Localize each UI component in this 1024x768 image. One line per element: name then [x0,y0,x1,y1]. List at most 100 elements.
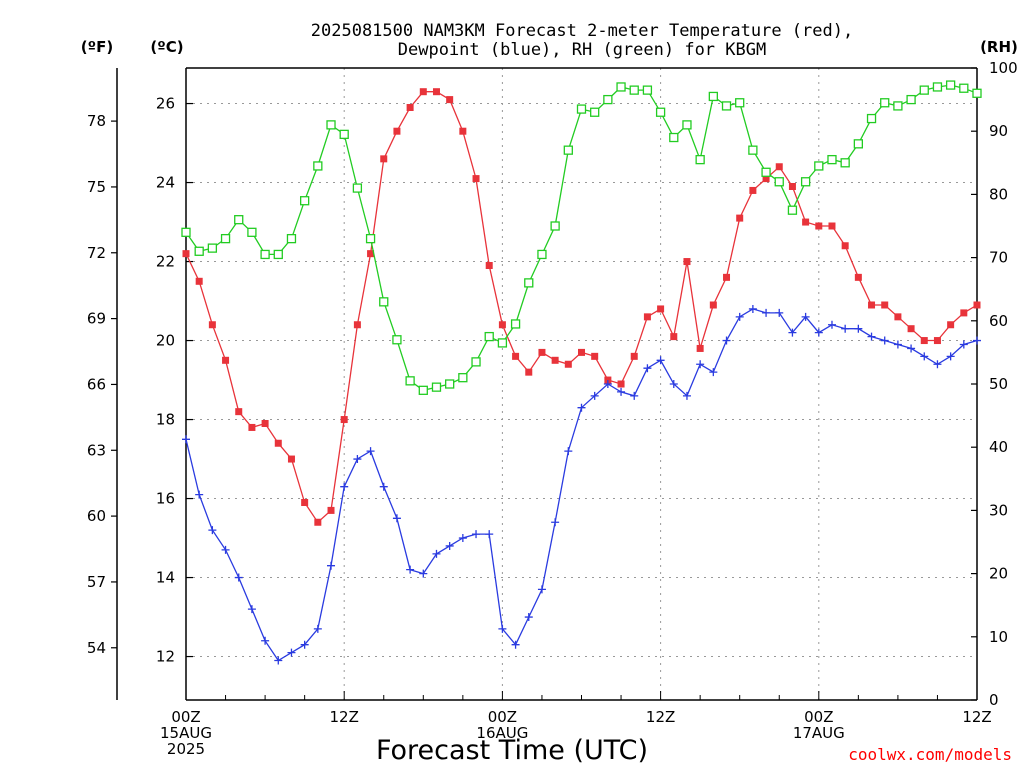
dewpoint-point [300,640,309,649]
rh-point [655,107,666,117]
celsius-tick-label: 22 [156,253,175,271]
dewpoint-point [696,360,705,369]
rh-tick-label: 30 [989,501,1008,519]
rh-point [220,233,231,244]
temperature-point [947,321,955,329]
dewpoint-point [182,435,190,444]
temperature-point [367,250,375,258]
dewpoint-line [185,308,978,662]
rh-point [299,196,310,206]
rh-unit-label: (RH) [980,38,1018,56]
temperature-point [512,352,520,360]
dewpoint-point [340,482,349,491]
x-tick-label: 17AUG [793,724,845,742]
rh-point [642,85,653,95]
temperature-point [248,423,256,431]
temperature-point [340,416,348,424]
dewpoint-point [841,324,850,333]
dewpoint-point [458,534,467,543]
temperature-point [472,175,480,183]
temperature-point [617,380,625,388]
x-tick-label: 12Z [646,708,675,726]
dewpoint-point [762,308,771,317]
temperature-point [498,321,506,329]
dewpoint-point [392,514,401,523]
x-tick-label: 12Z [330,708,359,726]
rh-point [814,161,824,171]
rh-point [682,120,692,130]
dewpoint-point [287,648,296,657]
dewpoint-point [867,332,876,341]
temperature-point [261,420,269,427]
rh-tick-label: 0 [989,691,999,709]
rh-point [286,233,297,244]
x-tick-label: 15AUG [160,724,212,742]
rh-point [880,98,890,108]
rh-point [866,113,877,124]
dewpoint-point [788,328,797,337]
chart-title-line-1: 2025081500 NAM3KM Forecast 2-meter Tempe… [311,21,853,41]
dewpoint-point [195,490,204,499]
celsius-tick-label: 12 [156,648,175,666]
rh-tick-label: 70 [989,249,1008,267]
dewpoint-point [274,656,283,665]
dewpoint-point [511,640,520,649]
temperature-point [393,127,401,135]
rh-point [576,104,587,114]
temperature-point [208,321,216,329]
rh-point [405,376,415,386]
rh-point [365,233,376,244]
dewpoint-point [327,561,336,570]
temperature-point [723,273,731,281]
rh-point [181,227,191,237]
celsius-tick-label: 26 [156,95,175,113]
temperature-point [775,163,783,171]
rh-point [893,101,903,111]
x-tick-label: 00Z [804,708,833,726]
dewpoint-point [406,565,415,574]
rh-point [800,177,811,187]
temperature-point [960,309,968,317]
x-axis-title: Forecast Time (UTC) [376,735,648,766]
x-tick-label: 00Z [488,708,517,726]
dewpoint-point [880,336,889,345]
dewpoint-point [973,336,981,345]
dewpoint-point [630,391,639,400]
dewpoint-point [221,545,230,554]
dewpoint-point [814,328,823,337]
fahrenheit-tick-label: 57 [87,573,106,591]
dewpoint-point [524,613,533,622]
dewpoint-point [827,320,836,329]
credit-text: coolwx.com/models [848,745,1012,764]
rh-point [669,132,679,143]
temperature-point [419,88,427,96]
rh-point [616,82,626,92]
dewpoint-point [920,352,929,361]
rh-point [471,357,481,367]
dewpoint-point [893,340,902,349]
dewpoint-point [432,549,441,558]
temperature-point [933,337,941,345]
dewpoint-point [682,391,691,400]
dewpoint-point [485,530,494,539]
rh-point [392,335,402,345]
temperature-point [353,321,361,329]
dewpoint-point [748,304,757,313]
rh-point [590,107,600,117]
fahrenheit-tick-label: 75 [87,178,106,196]
rh-point [827,154,837,165]
rh-point [629,85,639,95]
rh-point [774,177,784,187]
dewpoint-point [247,605,256,614]
temperature-line [185,91,978,524]
rh-point [497,338,508,348]
rh-point [418,385,428,395]
temperature-point [881,301,889,309]
rh-tick-label: 40 [989,438,1008,456]
grid-lines [186,68,977,700]
temperature-point [578,348,585,356]
fahrenheit-tick-label: 63 [87,441,106,459]
rh-tick-label: 20 [989,565,1008,583]
rh-point [761,167,771,177]
rh-point [458,373,468,383]
